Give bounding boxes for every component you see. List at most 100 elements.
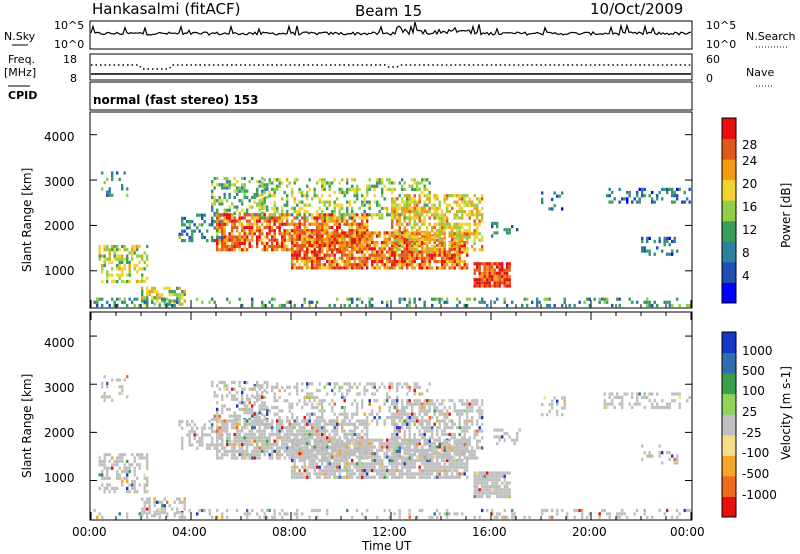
scatter-cell xyxy=(288,229,291,233)
scatter-cell xyxy=(446,472,449,476)
scatter-cell xyxy=(303,395,306,399)
scatter-cell xyxy=(398,203,401,207)
scatter-cell xyxy=(383,253,386,257)
scatter-cell xyxy=(478,197,481,201)
scatter-cell xyxy=(431,456,434,460)
scatter-cell xyxy=(271,248,274,252)
scatter-cell xyxy=(306,240,309,245)
scatter-cell xyxy=(406,445,409,449)
scatter-cell xyxy=(438,443,441,447)
scatter-cell xyxy=(343,303,346,308)
scatter-cell xyxy=(448,438,451,442)
scatter-cell xyxy=(273,395,276,399)
scatter-cell xyxy=(436,216,439,220)
scatter-cell xyxy=(406,465,409,469)
scatter-cell xyxy=(448,256,451,260)
scatter-cell xyxy=(231,387,234,391)
scatter-cell xyxy=(263,206,266,210)
scatter-cell xyxy=(346,475,349,479)
scatter-cell xyxy=(98,459,101,463)
scatter-cell xyxy=(361,475,364,479)
scatter-cell xyxy=(411,184,414,188)
scatter-cell xyxy=(341,469,344,473)
scatter-cell xyxy=(141,267,144,271)
scatter-cell xyxy=(386,250,389,254)
scatter-cell xyxy=(286,416,289,420)
scatter-cell xyxy=(501,265,504,269)
scatter-cell xyxy=(401,200,404,204)
scatter-cell xyxy=(458,266,461,270)
scatter-cell xyxy=(323,244,326,248)
scatter-cell xyxy=(381,181,384,185)
scatter-cell xyxy=(123,463,126,467)
scatter-cell xyxy=(248,213,251,217)
scatter-cell xyxy=(448,259,451,264)
scatter-cell xyxy=(421,222,424,226)
scatter-cell xyxy=(286,197,289,201)
scatter-cell xyxy=(423,399,426,403)
scatter-cell xyxy=(268,222,271,226)
scatter-cell xyxy=(331,235,334,239)
scatter-cell xyxy=(308,234,311,238)
scatter-cell xyxy=(418,225,421,230)
scatter-cell xyxy=(228,216,231,220)
scatter-cell xyxy=(251,213,254,217)
scatter-cell xyxy=(421,449,424,453)
scatter-cell xyxy=(98,473,101,477)
scatter-cell xyxy=(241,443,244,447)
scatter-cell xyxy=(168,504,171,508)
scatter-cell xyxy=(241,248,244,252)
scatter-cell xyxy=(403,250,406,254)
scatter-cell xyxy=(436,253,439,257)
scatter-cell xyxy=(396,395,399,399)
scatter-cell xyxy=(418,216,421,220)
scatter-cell xyxy=(253,216,256,220)
scatter-cell xyxy=(141,453,144,457)
scatter-cell xyxy=(378,438,381,442)
scatter-cell xyxy=(466,229,469,233)
scatter-cell xyxy=(188,423,191,427)
scatter-cell xyxy=(251,404,254,408)
scatter-cell xyxy=(118,264,121,268)
scatter-cell xyxy=(413,241,416,245)
scatter-cell xyxy=(138,453,141,457)
scatter-cell xyxy=(433,297,436,301)
scatter-cell xyxy=(463,235,466,239)
scatter-cell xyxy=(348,438,351,442)
scatter-cell xyxy=(441,263,444,267)
scatter-cell xyxy=(471,244,474,249)
scatter-cell xyxy=(253,426,256,430)
scatter-cell xyxy=(508,231,511,235)
scatter-cell xyxy=(251,300,254,304)
scatter-cell xyxy=(316,442,319,446)
scatter-cell xyxy=(398,238,401,242)
scatter-cell xyxy=(423,439,426,443)
scatter-cell xyxy=(118,273,121,277)
scatter-cell xyxy=(366,237,369,241)
scatter-cell xyxy=(391,231,394,235)
scatter-cell xyxy=(238,248,241,252)
scatter-cell xyxy=(468,235,471,239)
scatter-cell xyxy=(298,399,301,403)
scatter-cell xyxy=(143,504,146,508)
scatter-cell xyxy=(661,197,664,201)
scatter-cell xyxy=(101,483,104,487)
scatter-cell xyxy=(296,389,299,393)
scatter-cell xyxy=(618,303,621,308)
scatter-cell xyxy=(296,222,299,226)
scatter-cell xyxy=(256,384,259,388)
scatter-cell xyxy=(103,248,106,252)
scatter-cell xyxy=(356,448,359,452)
scatter-cell xyxy=(398,469,401,473)
scatter-cell xyxy=(283,389,286,393)
scatter-cell xyxy=(336,445,339,449)
scatter-cell xyxy=(371,184,374,188)
scatter-cell xyxy=(238,222,241,226)
scatter-cell xyxy=(233,225,236,230)
scatter-cell xyxy=(298,213,301,217)
scatter-cell xyxy=(223,183,226,187)
scatter-cell xyxy=(328,455,331,459)
scatter-cell xyxy=(423,469,426,473)
scatter-cell xyxy=(348,240,351,245)
scatter-cell xyxy=(333,232,336,236)
